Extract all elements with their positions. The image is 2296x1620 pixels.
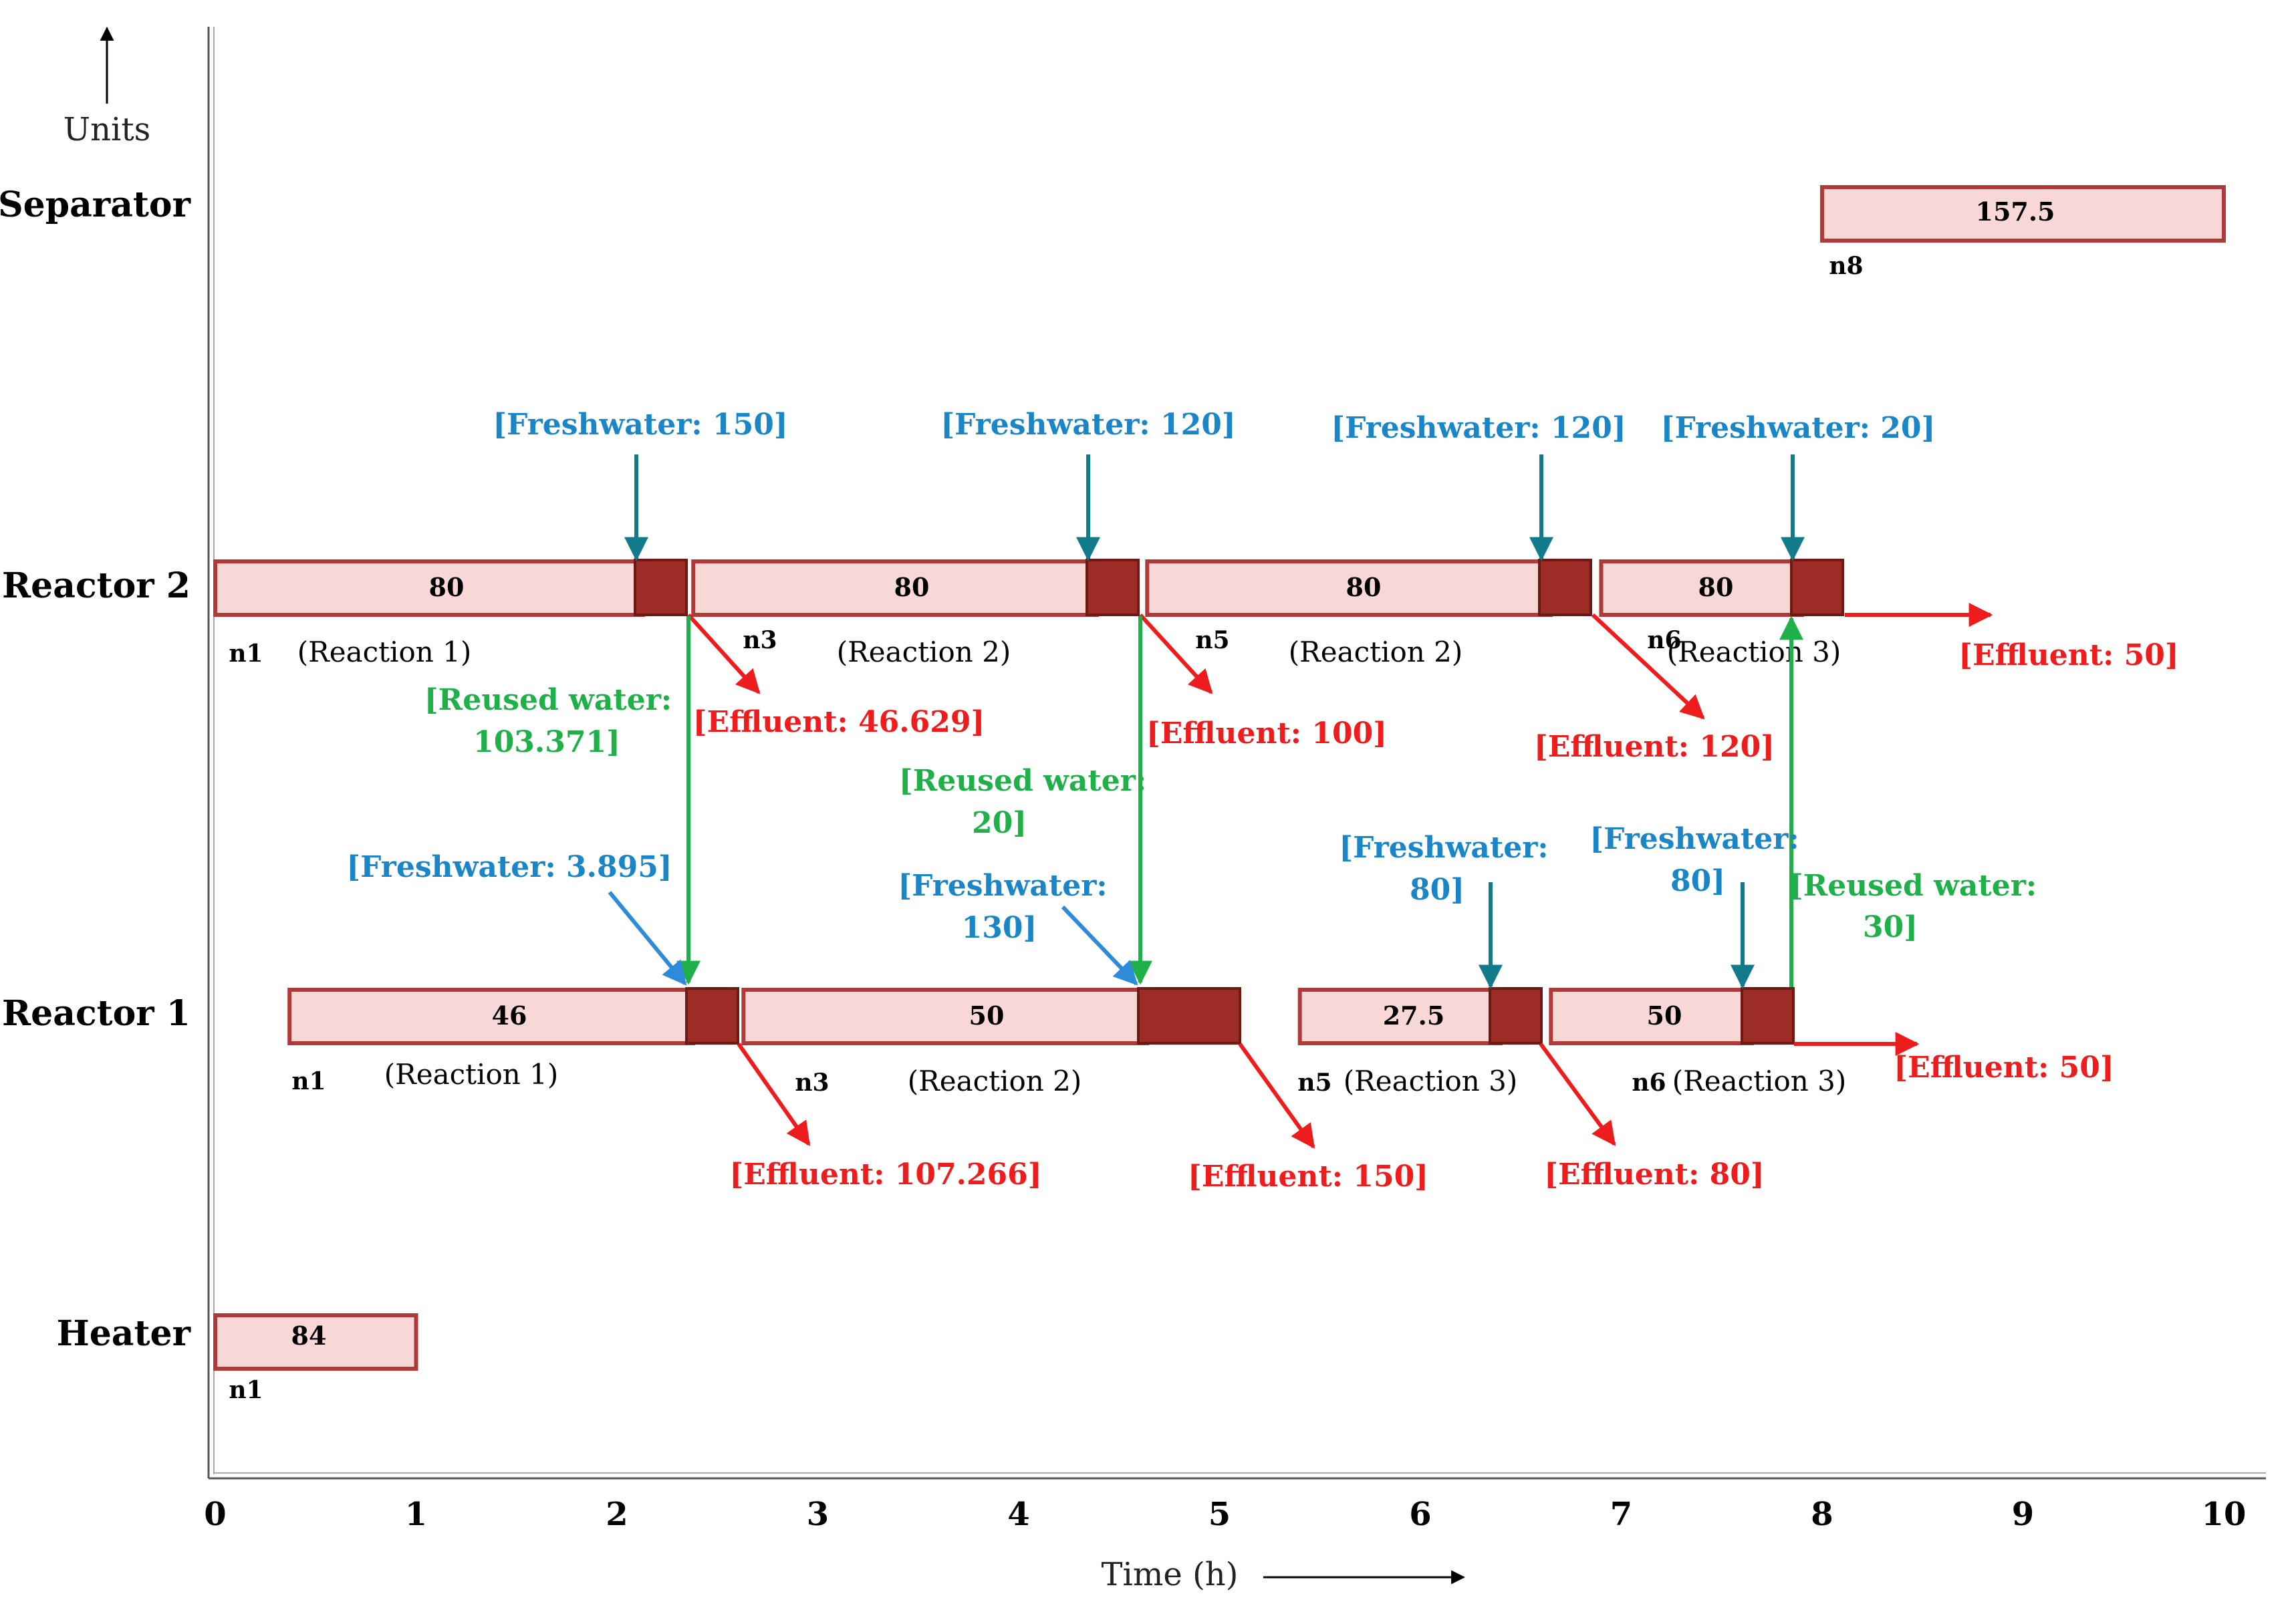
node-label-heater-n1: n1 xyxy=(229,1376,263,1404)
bar-separator xyxy=(1820,185,2226,243)
reaction-label-r2-1: (Reaction 1) xyxy=(297,636,472,668)
x-tick-label-0: 0 xyxy=(204,1496,226,1533)
unit-label-heater: Heater xyxy=(57,1313,191,1354)
bar-r2-4 xyxy=(1599,559,1804,617)
reused-water-label-a-l2: 103.371] xyxy=(473,725,620,759)
reaction-label-r1-4: (Reaction 3) xyxy=(1672,1065,1847,1097)
x-tick-label-9: 9 xyxy=(2012,1496,2034,1533)
freshwater-label-r2-1: [Freshwater: 150] xyxy=(493,408,787,442)
reaction-label-r2-4: (Reaction 3) xyxy=(1667,636,1841,668)
bar-r1-4 xyxy=(1549,988,1754,1045)
reused-water-label-a-l1: [Reused water: xyxy=(424,683,672,717)
x-axis-ticks: 0 1 2 3 4 5 6 7 8 9 10 xyxy=(204,1496,2246,1533)
x-tick-label-8: 8 xyxy=(1811,1496,1833,1533)
axes: Units Time (h) 0 1 2 3 4 5 6 7 8 9 10 xyxy=(63,26,2266,1593)
cleaning-block-r2-2 xyxy=(1086,559,1140,616)
effluent-arrow-r1-1 xyxy=(737,1043,811,1146)
effluent-label-r1-1: [Effluent: 107.266] xyxy=(729,1158,1041,1192)
effluent-label-r2-3: [Effluent: 120] xyxy=(1534,730,1775,764)
bar-r2-3 xyxy=(1145,559,1553,617)
effluent-arrow-r2-1 xyxy=(686,613,761,694)
node-label-r1-n6: n6 xyxy=(1632,1069,1666,1097)
freshwater-label-r2-4: [Freshwater: 20] xyxy=(1661,411,1936,445)
node-label-r2-n5: n5 xyxy=(1195,626,1229,654)
x-tick-label-5: 5 xyxy=(1208,1496,1231,1533)
bar-r2-3-value: 80 xyxy=(1346,572,1382,602)
reused-water-label-c-l1: [Reused water: xyxy=(1789,869,2037,903)
effluent-label-r1-3: [Effluent: 80] xyxy=(1544,1158,1764,1192)
reaction-label-r2-3: (Reaction 2) xyxy=(1289,636,1463,668)
freshwater-arrow-r1-1 xyxy=(608,891,687,986)
node-label-r2-n1: n1 xyxy=(229,640,263,668)
freshwater-label-r1-3-l2: 80] xyxy=(1410,873,1464,907)
node-label-r2-n3: n3 xyxy=(743,626,777,654)
unit-label-reactor2: Reactor 2 xyxy=(2,565,190,606)
freshwater-label-r1-2-l1: [Freshwater: xyxy=(898,869,1107,903)
freshwater-label-r1-4-l1: [Freshwater: xyxy=(1589,822,1799,856)
freshwater-label-r2-2: [Freshwater: 120] xyxy=(940,408,1235,442)
x-tick-label-1: 1 xyxy=(405,1496,427,1533)
bar-r1-2-value: 50 xyxy=(969,1000,1005,1031)
node-label-r1-n5: n5 xyxy=(1297,1069,1331,1097)
node-label-r1-n1: n1 xyxy=(291,1067,326,1095)
bar-separator-value: 157.5 xyxy=(1976,196,2055,227)
bar-r2-1-value: 80 xyxy=(429,572,465,602)
unit-label-separator: Separator xyxy=(0,184,191,225)
effluent-arrow-r1-2 xyxy=(1238,1043,1315,1149)
reaction-label-r1-1: (Reaction 1) xyxy=(384,1058,559,1091)
x-tick-label-4: 4 xyxy=(1007,1496,1029,1533)
reused-water-label-b-l1: [Reused water: xyxy=(899,764,1146,798)
freshwater-label-r1-4-l2: 80] xyxy=(1670,864,1725,898)
cleaning-block-r2-3 xyxy=(1538,559,1592,616)
node-label-r1-n3: n3 xyxy=(795,1069,829,1097)
bar-r1-1-value: 46 xyxy=(492,1000,527,1031)
effluent-label-r1-2: [Effluent: 150] xyxy=(1188,1160,1428,1194)
effluent-label-r2-4: [Effluent: 50] xyxy=(1958,638,2178,672)
x-tick-label-10: 10 xyxy=(2202,1496,2247,1533)
reaction-label-r2-2: (Reaction 2) xyxy=(837,636,1011,668)
cleaning-block-r1-1 xyxy=(685,987,739,1045)
node-label-r2-n6: n6 xyxy=(1647,626,1681,654)
effluent-label-r2-2: [Effluent: 100] xyxy=(1146,716,1387,751)
reaction-label-r1-3: (Reaction 3) xyxy=(1344,1065,1518,1097)
cleaning-block-r2-1 xyxy=(634,559,688,616)
cleaning-block-r1-3 xyxy=(1489,987,1543,1045)
unit-label-reactor1: Reactor 1 xyxy=(2,993,190,1034)
bar-heater xyxy=(213,1313,418,1371)
bar-heater-value: 84 xyxy=(291,1321,327,1351)
freshwater-label-r1-2-l2: 130] xyxy=(962,911,1037,945)
effluent-arrow-r2-3 xyxy=(1591,613,1705,720)
bar-r2-1 xyxy=(213,559,646,617)
bar-r1-3 xyxy=(1297,988,1503,1045)
x-tick-label-3: 3 xyxy=(807,1496,829,1533)
reaction-label-r1-2: (Reaction 2) xyxy=(908,1065,1082,1097)
bar-r1-3-value: 27.5 xyxy=(1383,1000,1445,1031)
freshwater-label-r2-3: [Freshwater: 120] xyxy=(1331,411,1626,445)
reused-water-label-c-l2: 30] xyxy=(1863,910,1918,944)
effluent-label-r1-4: [Effluent: 50] xyxy=(1894,1051,2114,1085)
bar-r1-2 xyxy=(741,988,1150,1045)
x-tick-label-6: 6 xyxy=(1409,1496,1431,1533)
x-axis-label: Time (h) xyxy=(1102,1556,1239,1593)
cleaning-block-r2-4 xyxy=(1790,559,1844,616)
y-axis-label: Units xyxy=(63,111,151,148)
effluent-arrow-r2-2 xyxy=(1138,613,1213,694)
node-label-sep-n8: n8 xyxy=(1829,252,1863,280)
freshwater-label-r1-3-l1: [Freshwater: xyxy=(1339,831,1548,865)
bar-r2-2 xyxy=(691,559,1100,617)
cleaning-block-r1-4 xyxy=(1741,987,1795,1045)
bar-r2-2-value: 80 xyxy=(894,572,930,602)
effluent-label-r2-1: [Effluent: 46.629] xyxy=(693,705,985,739)
x-tick-label-2: 2 xyxy=(606,1496,628,1533)
freshwater-arrow-r1-2 xyxy=(1061,905,1138,986)
effluent-arrow-r1-3 xyxy=(1539,1043,1616,1146)
bar-r1-4-value: 50 xyxy=(1647,1000,1682,1031)
freshwater-label-r1-1: [Freshwater: 3.895] xyxy=(346,850,672,884)
bar-r2-4-value: 80 xyxy=(1698,572,1734,602)
reused-water-label-b-l2: 20] xyxy=(972,806,1027,840)
cleaning-block-r1-2 xyxy=(1137,987,1241,1045)
x-tick-label-7: 7 xyxy=(1610,1496,1632,1533)
